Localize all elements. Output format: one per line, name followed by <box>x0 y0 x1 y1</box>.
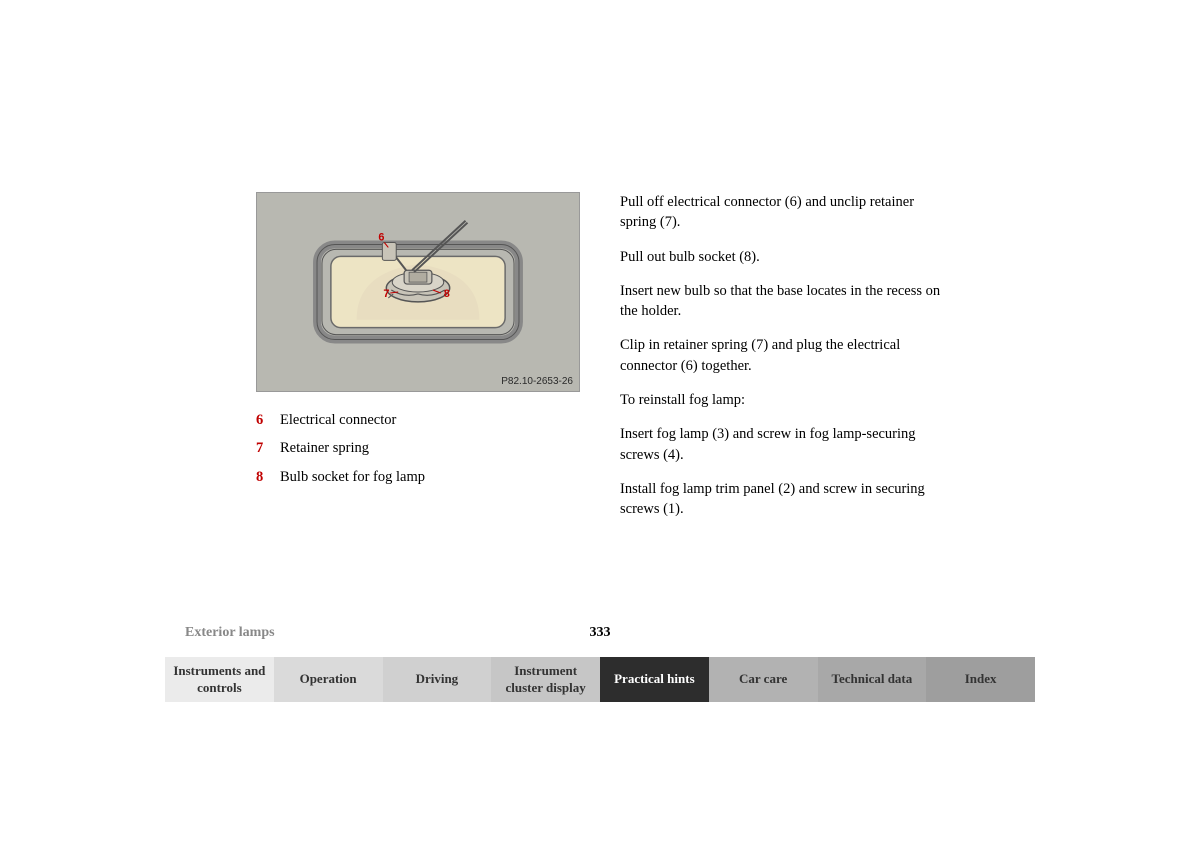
legend-list: 6 Electrical connector 7 Retainer spring… <box>256 410 580 487</box>
tab-driving[interactable]: Driving <box>383 657 492 702</box>
legend-text: Electrical connector <box>280 410 396 430</box>
legend-text: Bulb socket for fog lamp <box>280 467 425 487</box>
instruction-paragraph: To reinstall fog lamp: <box>620 390 950 410</box>
tab-car-care[interactable]: Car care <box>709 657 818 702</box>
tab-index[interactable]: Index <box>926 657 1035 702</box>
svg-text:7: 7 <box>383 288 389 300</box>
tab-operation[interactable]: Operation <box>274 657 383 702</box>
legend-item: 8 Bulb socket for fog lamp <box>256 467 580 487</box>
page-number: 333 <box>590 625 611 641</box>
svg-text:8: 8 <box>444 288 450 300</box>
svg-text:6: 6 <box>378 232 384 244</box>
legend-number: 7 <box>256 438 268 458</box>
right-column: Pull off electrical connector (6) and un… <box>620 192 950 534</box>
tab-instruments-and-controls[interactable]: Instruments and controls <box>165 657 274 702</box>
diagram-svg: 6 7 8 <box>257 193 579 391</box>
instruction-paragraph: Pull off electrical connector (6) and un… <box>620 192 950 233</box>
diagram-reference: P82.10-2653-26 <box>501 376 573 387</box>
instruction-paragraph: Insert fog lamp (3) and screw in fog lam… <box>620 424 950 465</box>
instruction-paragraph: Pull out bulb socket (8). <box>620 247 950 267</box>
tab-practical-hints[interactable]: Practical hints <box>600 657 709 702</box>
instruction-paragraph: Install fog lamp trim panel (2) and scre… <box>620 479 950 520</box>
instruction-paragraph: Clip in retainer spring (7) and plug the… <box>620 335 950 376</box>
left-column: 6 7 8 P82.10-2653-26 6 Electrical connec… <box>256 192 580 534</box>
nav-tabs: Instruments and controls Operation Drivi… <box>165 657 1035 702</box>
legend-number: 8 <box>256 467 268 487</box>
legend-number: 6 <box>256 410 268 430</box>
tab-instrument-cluster-display[interactable]: Instrument cluster display <box>491 657 600 702</box>
section-title: Exterior lamps <box>185 625 275 641</box>
legend-text: Retainer spring <box>280 438 369 458</box>
tab-technical-data[interactable]: Technical data <box>818 657 927 702</box>
footer-header-row: Exterior lamps 333 <box>165 625 1035 641</box>
content-area: 6 7 8 P82.10-2653-26 6 Electrical connec… <box>256 192 1040 534</box>
diagram-fog-lamp: 6 7 8 P82.10-2653-26 <box>256 192 580 392</box>
legend-item: 7 Retainer spring <box>256 438 580 458</box>
legend-item: 6 Electrical connector <box>256 410 580 430</box>
instruction-paragraph: Insert new bulb so that the base locates… <box>620 281 950 322</box>
footer-area: Exterior lamps 333 Instruments and contr… <box>165 625 1035 702</box>
